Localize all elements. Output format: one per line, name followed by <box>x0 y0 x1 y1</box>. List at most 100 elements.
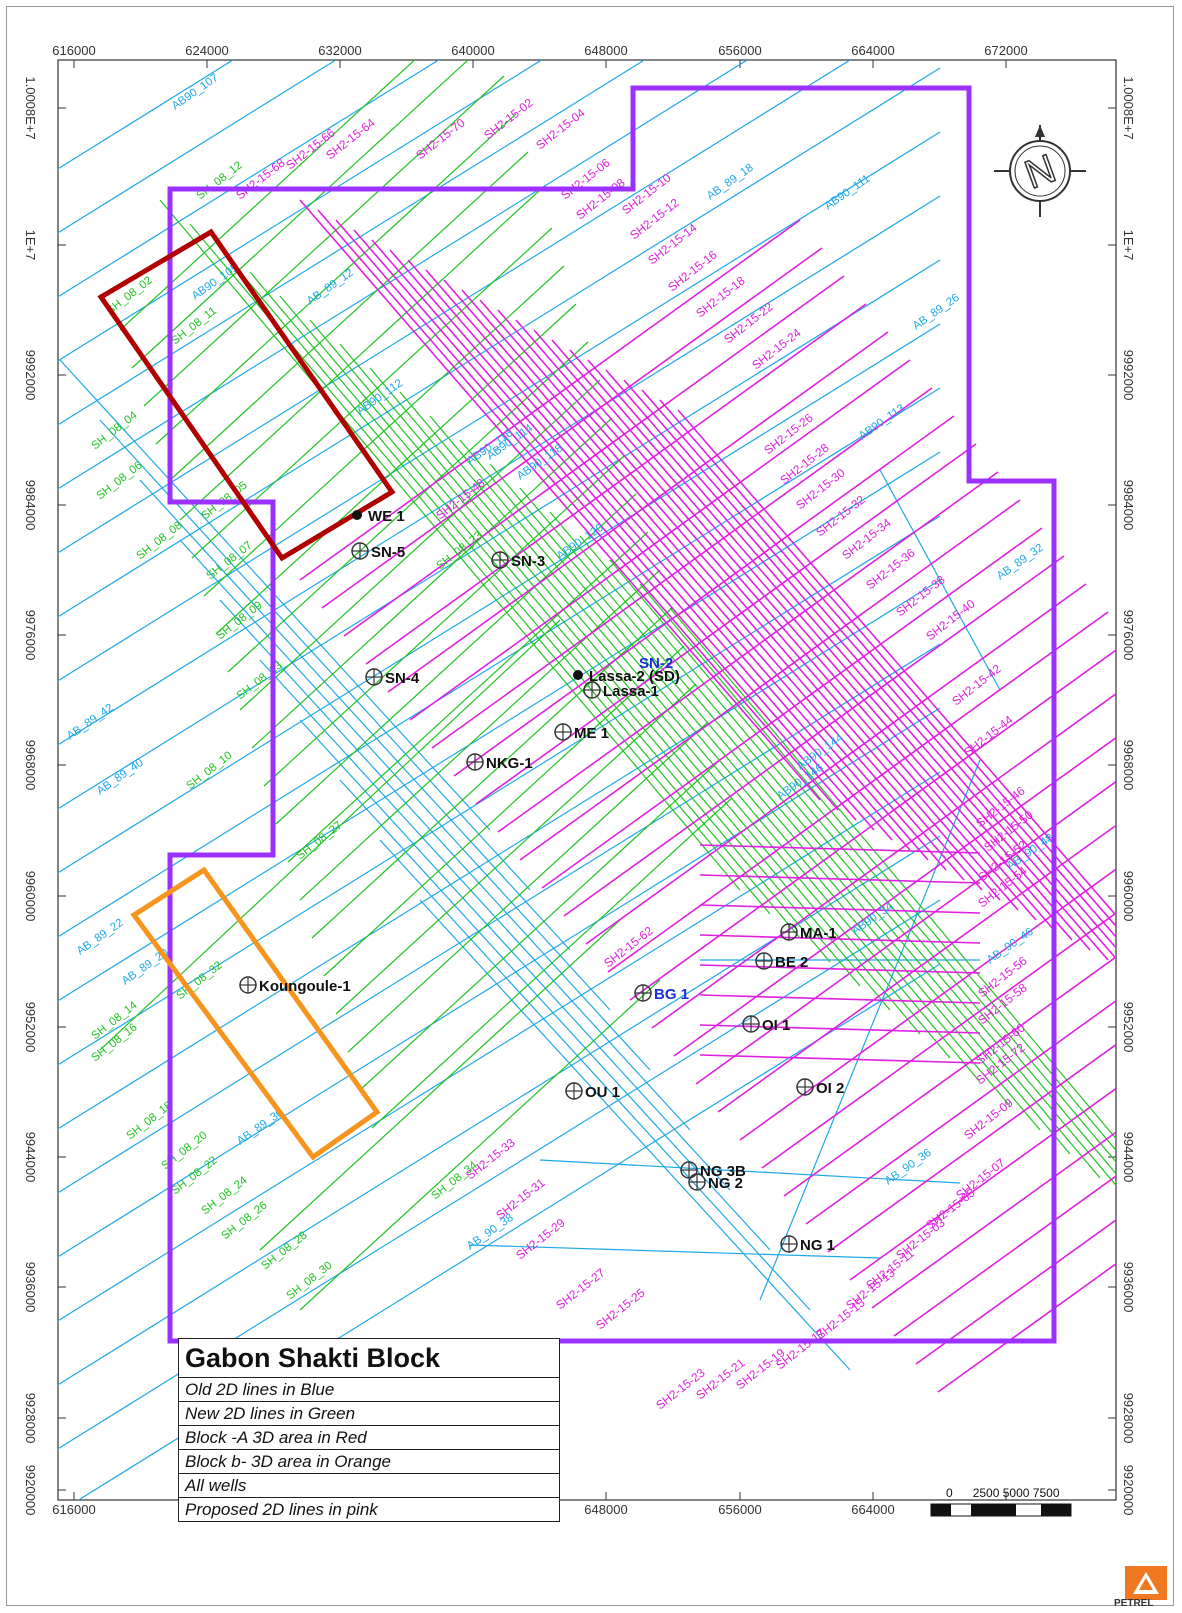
well-marker[interactable]: OI 1 <box>742 1015 790 1034</box>
well-label: NG 1 <box>800 1237 835 1254</box>
proposed-2d-line <box>827 1043 1116 1253</box>
legend-item: Block -A 3D area in Red <box>179 1426 559 1450</box>
x-tick-label-top: 624000 <box>185 43 228 58</box>
well-label: BE 2 <box>775 954 808 971</box>
proposed-2d-line <box>365 303 867 665</box>
old-2d-line <box>58 515 941 1066</box>
old-2d-line <box>58 579 941 1130</box>
well-label: Lassa-1 <box>603 683 659 700</box>
well-label: OU 1 <box>585 1084 620 1101</box>
well-label: NKG-1 <box>486 755 533 772</box>
well-marker[interactable]: NG 3B <box>680 1161 746 1180</box>
well-marker[interactable]: SN-4 <box>365 668 420 687</box>
well-label: NG 3B <box>700 1163 746 1180</box>
proposed-2d-line <box>607 611 1109 973</box>
well-marker[interactable]: NG 1 <box>780 1235 835 1254</box>
proposed-2d-line <box>587 359 1109 961</box>
well-marker[interactable]: BG 1 <box>634 984 689 1003</box>
y-tick-label-left: 1E+7 <box>23 230 38 261</box>
y-tick-label-left: 9960000 <box>23 871 38 922</box>
well-label: SN-3 <box>511 553 545 570</box>
proposed-2d-line <box>563 555 1065 917</box>
legend-item: New 2D lines in Green <box>179 1402 559 1426</box>
x-tick-label-top: 640000 <box>451 43 494 58</box>
well-marker[interactable]: NG 2 <box>688 1173 743 1192</box>
old-2d-line <box>219 599 651 1071</box>
proposed-2d-line <box>849 1087 1116 1281</box>
new-2d-line <box>549 511 1116 1187</box>
proposed-2d-line <box>739 868 1116 1141</box>
well-label: SN-5 <box>371 544 405 561</box>
well-label: OI 2 <box>816 1080 844 1097</box>
well-marker[interactable]: Lassa-1 <box>583 681 659 700</box>
y-tick-label-left: 9952000 <box>23 1002 38 1053</box>
proposed-2d-lines <box>299 199 1116 1393</box>
proposed-2d-line <box>623 379 1116 949</box>
well-marker[interactable]: ME 1 <box>554 723 609 742</box>
new-2d-line <box>249 271 831 963</box>
proposed-2d-line <box>783 955 1116 1197</box>
new-2d-line <box>275 493 637 825</box>
proposed-2d-line <box>387 331 889 693</box>
x-tick-label-bottom: 664000 <box>851 1502 894 1517</box>
y-tick-label-right: 9928000 <box>1121 1393 1136 1444</box>
old-2d-line <box>58 60 646 426</box>
old-2d-line <box>58 60 440 298</box>
well-marker[interactable]: WE 1 <box>352 508 405 525</box>
old-2d-line <box>58 323 941 874</box>
proposed-2d-line <box>651 692 1116 1029</box>
proposed-2d-line <box>371 239 893 841</box>
y-tick-label-right: 1E+7 <box>1121 230 1136 261</box>
y-tick-label-left: 9984000 <box>23 480 38 531</box>
well-label: WE 1 <box>368 508 405 525</box>
y-tick-label-left: 9968000 <box>23 740 38 791</box>
new-2d-line <box>609 559 1116 1163</box>
proposed-2d-line <box>569 349 1091 951</box>
well-label: Koungoule-1 <box>259 978 351 995</box>
proposed-2d-line <box>699 964 981 974</box>
proposed-2d-line <box>699 994 981 1004</box>
proposed-2d-line <box>677 409 1116 917</box>
proposed-2d-line <box>699 1054 981 1064</box>
y-tick-label-right: 9952000 <box>1121 1002 1136 1053</box>
new-2d-line <box>131 60 469 369</box>
new-2d-line <box>251 417 613 749</box>
well-marker[interactable]: SN-2 <box>639 655 673 672</box>
x-tick-label-top: 672000 <box>984 43 1027 58</box>
new-2d-line <box>359 759 721 1091</box>
new-2d-line <box>369 367 951 1059</box>
well-marker[interactable]: SN-3 <box>491 551 545 570</box>
y-tick-label-right: 9984000 <box>1121 480 1136 531</box>
old-2d-line <box>58 60 543 362</box>
proposed-2d-line <box>761 912 1116 1169</box>
proposed-2d-line <box>515 319 1037 921</box>
well-label: SN-2 <box>639 655 673 672</box>
proposed-2d-line <box>453 415 955 777</box>
scale-label: 7500 <box>1032 1486 1060 1500</box>
proposed-2d-line <box>551 339 1073 941</box>
well-marker[interactable]: OU 1 <box>565 1082 620 1101</box>
proposed-2d-line <box>699 874 981 884</box>
well-marker[interactable]: MA-1 <box>780 923 837 942</box>
legend-item: All wells <box>179 1474 559 1498</box>
proposed-2d-line <box>717 824 1116 1113</box>
well-marker[interactable]: SN-5 <box>351 542 405 561</box>
well-marker[interactable]: Koungoule-1 <box>239 976 351 995</box>
x-tick-label-bottom: 616000 <box>52 1502 95 1517</box>
y-tick-label-left: 9944000 <box>23 1132 38 1183</box>
well-marker[interactable]: BE 2 <box>755 952 808 971</box>
proposed-2d-line <box>893 1175 1116 1337</box>
old-2d-line <box>469 1244 881 1259</box>
new-2d-line <box>519 487 1101 1179</box>
x-tick-label-bottom: 656000 <box>718 1502 761 1517</box>
well-marker[interactable]: NKG-1 <box>466 753 533 772</box>
x-tick-label-top: 648000 <box>584 43 627 58</box>
old-2d-line <box>58 451 941 1002</box>
old-2d-line <box>58 60 337 234</box>
old-2d-line <box>419 899 851 1371</box>
well-marker[interactable]: OI 2 <box>796 1078 844 1097</box>
scale-label: 5000 <box>1002 1486 1030 1500</box>
old-2d-line <box>58 771 941 1322</box>
well-marker[interactable]: Lassa-2 (SD) <box>573 668 680 685</box>
